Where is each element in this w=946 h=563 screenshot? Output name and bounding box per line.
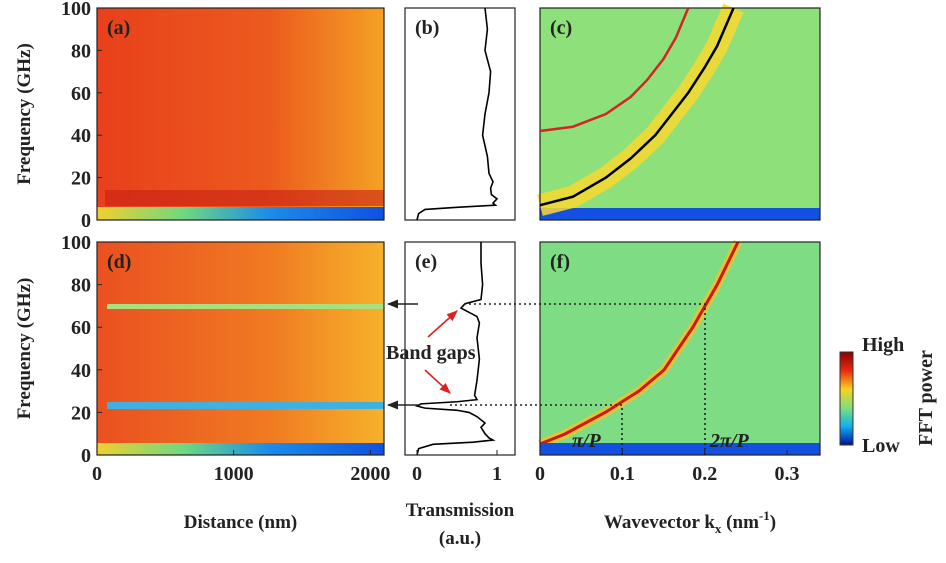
y-tick-label: 60 [71, 317, 91, 339]
panel-frame [404, 7, 516, 221]
y-tick-label: 0 [81, 210, 91, 232]
panel-label: (d) [107, 251, 131, 273]
dispersion-curve [539, 7, 735, 207]
y-tick-label: 20 [71, 168, 91, 190]
panel-frame [96, 7, 385, 221]
x-axis-label-part: -1 [759, 508, 770, 523]
x-tick-label: 0.2 [692, 463, 717, 485]
transmission-curve [416, 7, 499, 221]
y-axis-label: Frequency (GHz) [14, 43, 35, 185]
heatmap-stripe [107, 304, 384, 309]
heatmap-strip [540, 208, 820, 220]
heatmap-band [105, 190, 384, 206]
x-tick-label: 0 [412, 463, 422, 485]
x-tick-label: 0.1 [610, 463, 635, 485]
y-tick-label: 40 [71, 125, 91, 147]
colorbar-label: FFT power [915, 350, 937, 446]
y-tick-label: 0 [81, 445, 91, 467]
x-tick-label: 0.3 [775, 463, 800, 485]
y-tick-label: 80 [71, 275, 91, 297]
y-axis-label: Frequency (GHz) [14, 278, 35, 420]
panel-frame [539, 7, 821, 221]
y-tick-label: 60 [71, 83, 91, 105]
y-tick-label: 20 [71, 402, 91, 424]
x-tick-label: 2000 [350, 463, 390, 485]
y-tick-label: 80 [71, 40, 91, 62]
gap-arrow [424, 369, 451, 394]
heatmap-strip [97, 443, 384, 455]
y-tick-label: 100 [61, 0, 91, 20]
heatmap-stripe [107, 402, 384, 409]
panel-label: (a) [107, 17, 130, 39]
x-axis-label: (a.u.) [439, 528, 481, 549]
heatmap-strip [97, 207, 384, 220]
panel-label: (e) [415, 251, 437, 273]
panel-frame [539, 241, 821, 456]
panel-label: (b) [415, 17, 439, 39]
x-axis-label: Distance (nm) [184, 512, 297, 533]
x-axis-label-part: (nm [721, 512, 759, 533]
x-axis-label-part: ) [770, 512, 776, 533]
panel-label: (c) [550, 17, 572, 39]
heatmap-strip [540, 443, 820, 455]
x-tick-label: 1000 [214, 463, 254, 485]
x-axis-label: Wavevector kx (nm-1) [604, 508, 776, 536]
x-tick-label: 0 [92, 463, 102, 485]
band-gaps-label: Band gaps [386, 342, 476, 364]
gap-arrow [427, 310, 458, 338]
heatmap-bg [97, 242, 384, 455]
x-axis-label-part: Wavevector k [604, 512, 715, 533]
heatmap-bg [97, 8, 384, 220]
x-tick-label: 1 [492, 463, 502, 485]
panel-frame [404, 241, 516, 456]
colorbar [839, 351, 854, 446]
band-gap-guides [386, 299, 706, 455]
y-tick-label: 40 [71, 360, 91, 382]
panel-label: (f) [550, 251, 570, 273]
heatmap-ridge [539, 241, 740, 446]
x-axis-label: Transmission [406, 500, 515, 521]
panel-frame [96, 241, 385, 456]
pi-p-label: π/P [572, 430, 601, 452]
x-tick-label: 0 [535, 463, 545, 485]
dispersion-curve [539, 7, 690, 133]
x-axis-label-part: x [715, 521, 722, 536]
transmission-curve [414, 242, 496, 456]
two-pi-p-label: 2π/P [709, 430, 749, 452]
colorbar-high: High [862, 334, 904, 356]
colorbar-low: Low [862, 435, 900, 457]
y-tick-label: 100 [61, 232, 91, 254]
